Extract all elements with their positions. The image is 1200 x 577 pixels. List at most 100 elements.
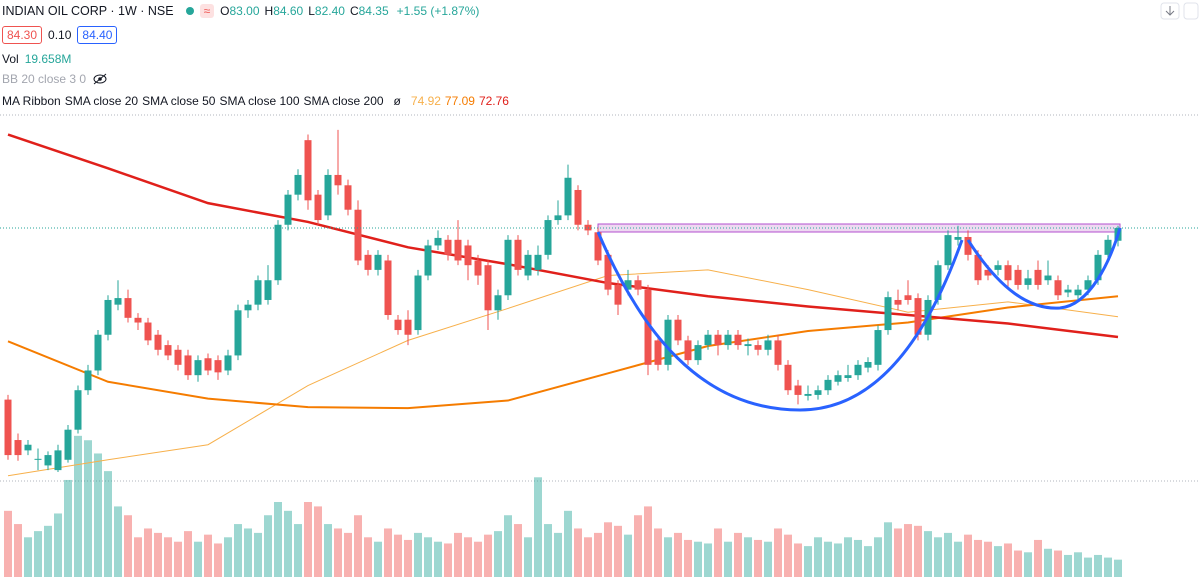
candle-body [234,310,242,356]
candle-body [304,140,312,201]
candle-body [324,174,332,216]
candle-body [14,440,22,456]
candle-body [654,340,662,365]
candle-body [794,385,802,395]
candle-body [244,304,252,311]
volume-bar [174,541,182,577]
candle-body [384,260,392,316]
candle-body [574,189,582,225]
bid[interactable]: 84.30 [2,26,43,44]
candle-body [54,450,62,471]
toggle-button[interactable] [1183,2,1199,20]
volume-bar [674,532,682,577]
ohlc-value: 82.40 [314,4,345,18]
volume-bar [404,539,412,577]
candle-body [754,345,762,350]
volume-bar [204,534,212,577]
volume-bar [884,522,892,577]
volume-bar [554,532,562,577]
volume-bar [754,539,762,577]
volume-bar [24,537,32,577]
volume-bar [264,515,272,577]
candle-body [864,362,872,368]
candle-layer [4,129,1122,472]
candle-body [114,298,122,305]
volume-bar [374,541,382,577]
volume-bar [624,534,632,577]
candle-body [734,334,742,346]
candle-body [284,194,292,225]
candle-body [214,360,222,373]
candle-body [964,236,972,255]
ohlc-value: 84.35 [358,4,389,18]
ohlc-value: 84.60 [273,4,304,18]
ma-value: 74.92 [410,94,441,108]
candle-body [4,399,12,456]
candle-body [524,254,532,276]
change: +1.55 (+1.87%) [396,4,480,18]
candle-body [164,345,172,356]
candle-body [504,239,512,296]
candle-body [44,455,52,466]
candle-body [1044,275,1052,281]
volume-bar [1044,548,1052,577]
volume-bar [544,524,552,577]
volume-bar [1004,543,1012,577]
volume-bar [54,513,62,577]
volume-bar [494,531,502,577]
volume-bar [524,537,532,577]
candle-body [764,340,772,350]
volume-bar [644,506,652,577]
volume-bar [394,534,402,577]
candle-body [134,317,142,323]
candle-body [354,209,362,261]
volume-bar [124,515,132,577]
candle-body [394,319,402,331]
volume-bar [304,502,312,577]
candle-body [294,174,302,195]
candle-body [334,174,342,186]
candle-body [84,370,92,391]
ma-layer [7,133,1119,477]
candle-body [1004,265,1012,281]
bb-row: BB 20 close 3 0 [2,72,108,86]
volume-bar [434,541,442,577]
candle-body [664,319,672,365]
candle-body [364,254,372,270]
volume-bar [574,528,582,577]
candle-body [1074,289,1082,296]
volume-bar [134,537,142,577]
volume-layer [4,435,1122,577]
toolbar-icons[interactable] [1160,2,1199,20]
candle-body [414,275,422,331]
volume-bar [324,524,332,577]
hidden-icon[interactable] [92,73,108,85]
candle-body [1094,254,1102,281]
volume-bar [1034,539,1042,577]
volume-bar [154,532,162,577]
volume-bar [874,537,882,577]
ma-legend: MA Ribbon SMA close 20 SMA close 50 SMA cl… [2,94,509,108]
volume-bar [164,537,172,577]
volume-bar [534,477,542,577]
volume-bar [284,510,292,577]
candle-body [514,239,522,270]
candle-body [534,254,542,270]
candle-body [224,355,232,371]
candle-body [204,358,212,371]
volume-bar [14,524,22,577]
candle-body [1014,269,1022,285]
volume-bar [1014,550,1022,577]
volume-bar [74,435,82,577]
volume-bar [974,539,982,577]
candle-body [1064,289,1072,293]
ma-name: SMA close 100 [219,94,300,108]
candle-body [464,245,472,266]
candle-body [874,330,882,365]
volume-bar [904,524,912,577]
volume-bar [664,537,672,577]
ask[interactable]: 84.40 [77,26,118,44]
candle-body [784,364,792,391]
candle-body [264,280,272,300]
